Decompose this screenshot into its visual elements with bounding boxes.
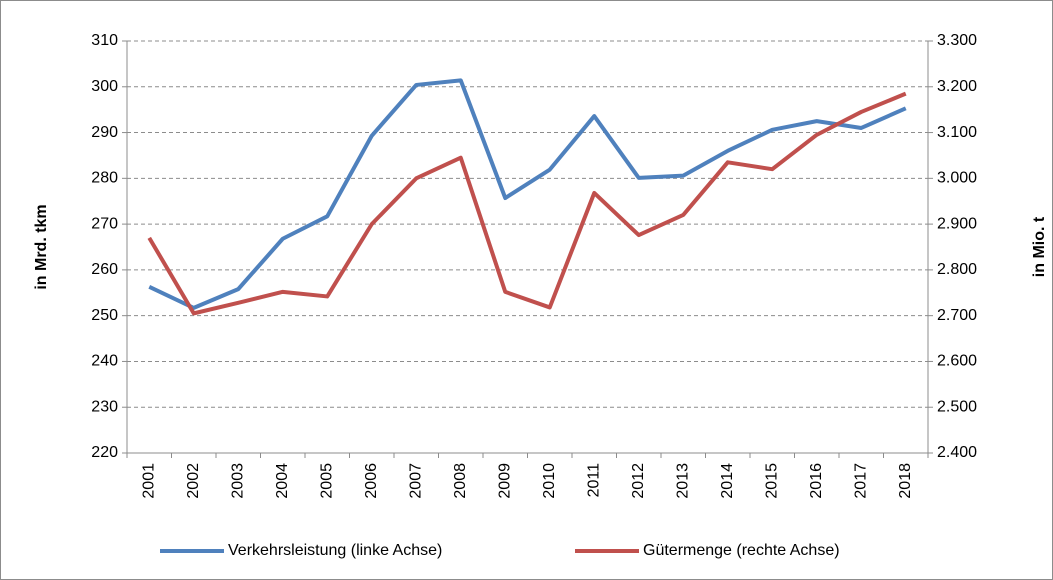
y-tick-label: 300 [91, 78, 118, 95]
y2-tick-label: 2.500 [937, 398, 977, 415]
y2-tick-label: 3.100 [937, 124, 977, 141]
y2-tick-label: 3.000 [937, 170, 977, 187]
x-tick-label: 2007 [407, 463, 424, 499]
x-tick-label: 2006 [363, 463, 380, 499]
y2-tick-label: 3.300 [937, 32, 977, 49]
x-tick-label: 2015 [763, 463, 780, 499]
x-tick-label: 2013 [674, 463, 691, 499]
legend-label: Gütermenge (rechte Achse) [643, 542, 840, 559]
y-tick-label: 220 [91, 444, 118, 461]
x-tick-label: 2014 [719, 463, 736, 499]
x-tick-label: 2001 [140, 463, 157, 499]
x-tick-label: 2018 [897, 463, 914, 499]
y-tick-label: 250 [91, 307, 118, 324]
x-tick-label: 2011 [585, 463, 602, 498]
x-tick-label: 2010 [541, 463, 558, 499]
x-tick-label: 2016 [808, 463, 825, 499]
x-tick-label: 2012 [630, 463, 647, 499]
series-line [148, 78, 907, 310]
y2-tick-label: 2.700 [937, 307, 977, 324]
x-tick-label: 2002 [185, 463, 202, 499]
y2-axis-title: in Mio. t [1031, 216, 1048, 277]
y-tick-label: 230 [91, 398, 118, 415]
x-tick-label: 2003 [229, 463, 246, 499]
y2-tick-label: 2.900 [937, 215, 977, 232]
y-tick-label: 270 [91, 215, 118, 232]
series-line [147, 91, 907, 316]
y-tick-label: 240 [91, 353, 118, 370]
y-tick-label: 260 [91, 261, 118, 278]
y-tick-label: 280 [91, 170, 118, 187]
x-tick-label: 2008 [452, 463, 469, 499]
y2-tick-label: 3.200 [937, 78, 977, 95]
y-tick-label: 310 [91, 32, 118, 49]
legend-label: Verkehrsleistung (linke Achse) [228, 542, 442, 559]
x-tick-label: 2004 [274, 463, 291, 499]
x-tick-label: 2005 [318, 463, 335, 499]
y2-tick-label: 2.400 [937, 444, 977, 461]
x-tick-label: 2009 [496, 463, 513, 499]
x-tick-label: 2017 [852, 463, 869, 499]
y2-tick-label: 2.600 [937, 353, 977, 370]
y-axis-title: in Mrd. tkm [33, 204, 50, 289]
y-tick-label: 290 [91, 124, 118, 141]
y2-tick-label: 2.800 [937, 261, 977, 278]
